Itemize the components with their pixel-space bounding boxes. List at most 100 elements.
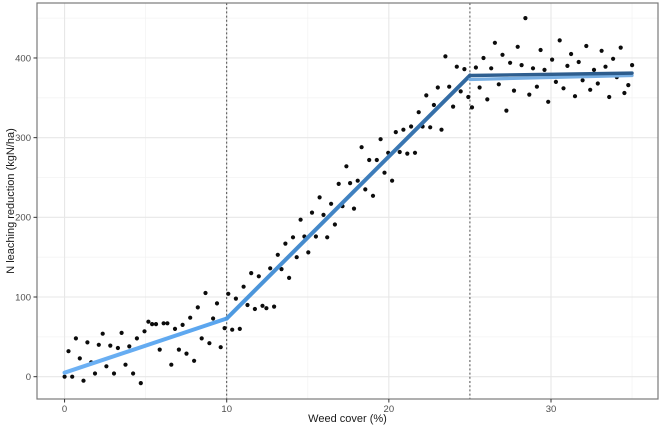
data-point [226, 291, 231, 296]
data-point [329, 201, 334, 206]
data-point [290, 235, 296, 240]
data-point [283, 241, 288, 246]
data-point [237, 326, 242, 331]
data-point [355, 178, 360, 183]
data-point [534, 84, 540, 89]
data-point [96, 342, 101, 347]
data-point [511, 88, 517, 93]
data-point [321, 212, 326, 217]
data-point [630, 63, 635, 68]
minor-gridlines [37, 3, 658, 399]
data-point [81, 378, 86, 383]
y-tick-label: 100 [15, 292, 31, 303]
data-point [466, 94, 471, 100]
data-point [454, 64, 459, 69]
scatter-points [62, 16, 635, 386]
data-point [428, 125, 433, 130]
data-point [500, 52, 505, 57]
data-point [268, 266, 273, 271]
data-point [626, 83, 631, 88]
data-point [317, 195, 322, 200]
data-point [298, 217, 303, 222]
seg-plateau [468, 71, 634, 78]
data-point [233, 296, 238, 301]
data-point [256, 274, 261, 279]
data-point [431, 102, 436, 108]
y-tick-label: 400 [15, 53, 31, 64]
axis-ticks [33, 57, 552, 403]
data-point [542, 67, 547, 72]
data-point [161, 321, 166, 326]
data-point [443, 54, 448, 59]
data-point [515, 44, 520, 49]
data-point [508, 60, 513, 65]
data-point [62, 374, 67, 379]
data-point [489, 66, 494, 71]
data-point [294, 255, 299, 260]
data-point [595, 81, 600, 86]
data-point [180, 322, 185, 327]
data-point [557, 38, 562, 43]
data-point [462, 67, 467, 72]
data-point [309, 210, 315, 215]
data-point [203, 290, 208, 296]
data-point [591, 67, 597, 72]
data-point [218, 345, 223, 350]
data-point [188, 315, 193, 320]
data-point [176, 347, 181, 352]
data-point [131, 371, 136, 376]
data-point [584, 43, 589, 49]
data-point [172, 326, 178, 331]
data-point [469, 105, 475, 110]
data-point [241, 284, 246, 289]
data-point [150, 322, 155, 327]
data-point [447, 84, 452, 89]
data-point [390, 178, 395, 183]
data-point [393, 130, 398, 135]
y-tick-label: 200 [15, 213, 31, 224]
data-point [530, 66, 536, 71]
data-point [306, 250, 311, 255]
data-point [481, 55, 486, 61]
data-point [576, 59, 581, 65]
data-point [275, 252, 280, 257]
data-point [222, 326, 227, 331]
fitted-line [62, 71, 634, 375]
x-tick-label: 0 [62, 404, 67, 415]
data-point [325, 235, 330, 240]
data-point [599, 48, 604, 53]
data-point [492, 40, 497, 45]
data-point [332, 222, 337, 227]
data-point [458, 89, 463, 94]
data-point [287, 275, 292, 280]
data-point [572, 94, 578, 99]
data-point [85, 340, 90, 345]
data-point [192, 358, 197, 363]
data-point [214, 301, 220, 306]
data-point [527, 92, 532, 97]
data-point [550, 57, 555, 62]
data-point [119, 330, 124, 335]
data-point [370, 193, 376, 198]
data-point [272, 304, 277, 309]
data-point [409, 124, 414, 129]
data-point [424, 93, 429, 98]
data-point [264, 306, 269, 311]
data-point [397, 149, 402, 155]
x-tick-label: 10 [221, 404, 232, 415]
data-point [66, 349, 71, 354]
data-point [561, 86, 566, 91]
data-point [622, 90, 627, 96]
data-point [569, 51, 574, 57]
data-point [336, 181, 341, 186]
data-point [473, 65, 478, 70]
data-point [92, 371, 98, 376]
data-point [374, 157, 379, 163]
data-point [104, 364, 109, 369]
seg-below-breakpoint [62, 316, 229, 375]
data-point [260, 303, 265, 308]
data-point [618, 45, 623, 50]
